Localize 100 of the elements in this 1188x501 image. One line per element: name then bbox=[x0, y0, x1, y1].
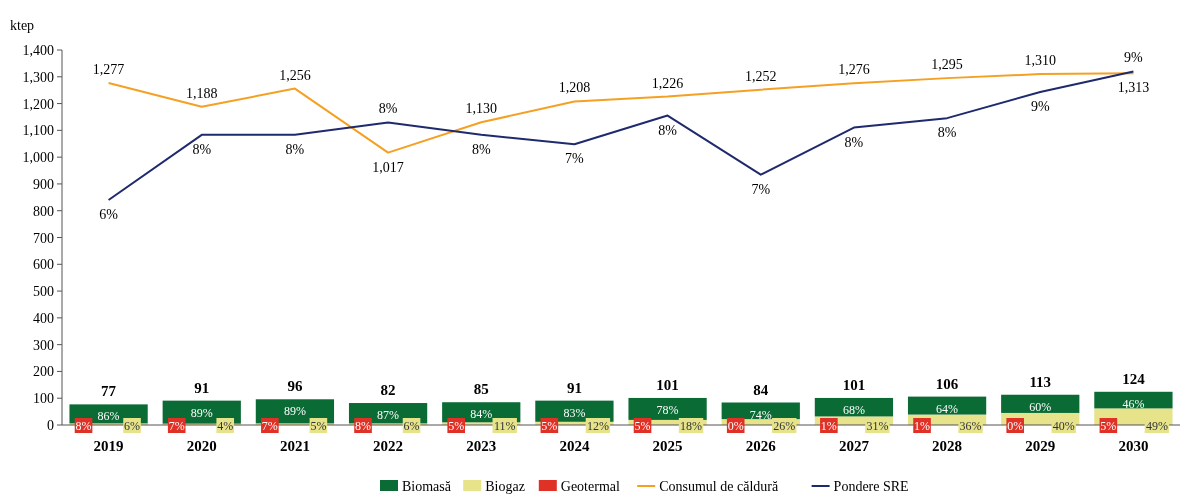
annotation: 8% bbox=[355, 419, 372, 433]
data-label: 1,188 bbox=[186, 85, 218, 101]
total-label: 85 bbox=[473, 381, 489, 398]
total-label: 84 bbox=[753, 381, 769, 398]
y-tick-label: 1,100 bbox=[22, 123, 54, 139]
data-label: 9% bbox=[1030, 99, 1050, 114]
y-tick-label: 200 bbox=[33, 364, 54, 380]
data-label: 1,310 bbox=[1024, 53, 1056, 69]
y-tick-label: 600 bbox=[33, 257, 54, 273]
data-label: 1,276 bbox=[838, 62, 870, 78]
legend-label: Biomasă bbox=[402, 479, 452, 494]
y-tick-label: 500 bbox=[33, 284, 54, 300]
data-label: 1,130 bbox=[465, 101, 497, 117]
y-tick-label: 1,300 bbox=[22, 69, 54, 85]
annotation: 5% bbox=[634, 419, 651, 433]
data-label: 8% bbox=[844, 134, 864, 150]
total-label: 106 bbox=[935, 375, 959, 392]
total-label: 91 bbox=[194, 379, 210, 396]
legend-label: Geotermal bbox=[560, 479, 620, 494]
data-label: 1,252 bbox=[745, 68, 777, 84]
annotation: 8% bbox=[75, 419, 92, 433]
total-label: 82 bbox=[380, 382, 396, 399]
annotation: 5% bbox=[448, 419, 465, 433]
y-tick-label: 700 bbox=[33, 230, 54, 246]
annotation: 7% bbox=[168, 419, 185, 433]
annotation: 40% bbox=[1052, 419, 1075, 433]
annotation: 6% bbox=[403, 419, 420, 433]
data-label: 1,017 bbox=[372, 159, 404, 175]
annotation: 5% bbox=[1100, 419, 1117, 433]
annotation: 26% bbox=[773, 419, 796, 433]
data-label: 1,295 bbox=[931, 57, 963, 73]
total-label: 101 bbox=[656, 376, 679, 393]
data-label: 1,208 bbox=[558, 80, 591, 96]
total-label: 124 bbox=[1122, 370, 1146, 387]
annotation: 1% bbox=[820, 419, 837, 433]
x-tick-label: 2026 bbox=[745, 438, 777, 454]
annotation: 18% bbox=[680, 419, 703, 433]
annotation: 68% bbox=[842, 402, 865, 417]
x-tick-label: 2020 bbox=[186, 438, 217, 454]
annotation: 78% bbox=[656, 402, 679, 417]
y-axis-title: ktep bbox=[10, 18, 35, 33]
y-tick-label: 1,000 bbox=[22, 150, 54, 166]
annotation: 46% bbox=[1122, 396, 1145, 411]
x-tick-label: 2030 bbox=[1118, 438, 1149, 454]
y-tick-label: 1,200 bbox=[22, 96, 54, 112]
total-label: 77 bbox=[101, 383, 117, 400]
x-tick-label: 2025 bbox=[652, 438, 683, 454]
legend-label: Pondere SRE bbox=[833, 479, 909, 494]
y-tick-label: 400 bbox=[33, 310, 54, 326]
annotation: 12% bbox=[586, 419, 609, 433]
annotation: 11% bbox=[493, 419, 516, 433]
annotation: 60% bbox=[1029, 399, 1052, 414]
annotation: 31% bbox=[866, 419, 889, 433]
data-label: 1,256 bbox=[279, 67, 311, 83]
x-tick-label: 2028 bbox=[932, 438, 963, 454]
x-tick-label: 2022 bbox=[373, 438, 404, 454]
annotation: 86% bbox=[97, 409, 120, 424]
annotation: 6% bbox=[124, 419, 141, 433]
x-tick-label: 2029 bbox=[1025, 438, 1056, 454]
legend-label: Consumul de căldură bbox=[659, 479, 779, 494]
data-label: 1,277 bbox=[92, 61, 125, 77]
data-label: 8% bbox=[471, 141, 491, 157]
data-label: 8% bbox=[658, 122, 678, 138]
annotation: 5% bbox=[541, 419, 558, 433]
annotation: 87% bbox=[377, 408, 400, 423]
data-label: 7% bbox=[565, 151, 585, 167]
annotation: 49% bbox=[1145, 419, 1168, 433]
annotation: 89% bbox=[190, 405, 213, 420]
data-label: 8% bbox=[378, 101, 398, 117]
y-tick-label: 900 bbox=[33, 176, 54, 192]
data-label: 8% bbox=[937, 125, 957, 141]
x-tick-label: 2024 bbox=[559, 438, 590, 454]
annotation: 1% bbox=[914, 419, 931, 433]
annotation: 36% bbox=[959, 419, 982, 433]
legend-label: Biogaz bbox=[485, 479, 525, 494]
data-label: 8% bbox=[285, 141, 305, 157]
total-label: 101 bbox=[842, 376, 866, 393]
total-label: 113 bbox=[1029, 373, 1052, 390]
data-label: 8% bbox=[192, 141, 212, 157]
y-tick-label: 300 bbox=[33, 337, 54, 353]
data-label: 7% bbox=[751, 181, 771, 197]
x-tick-label: 2019 bbox=[93, 438, 124, 454]
y-tick-label: 100 bbox=[33, 391, 54, 407]
annotation: 64% bbox=[936, 401, 959, 416]
data-label: 9% bbox=[1124, 50, 1144, 66]
total-label: 96 bbox=[287, 378, 303, 395]
x-tick-label: 2021 bbox=[279, 438, 310, 454]
data-label: 1,313 bbox=[1117, 80, 1150, 96]
y-tick-label: 1,400 bbox=[22, 43, 54, 58]
annotation: 4% bbox=[217, 419, 234, 433]
annotation: 84% bbox=[470, 407, 493, 422]
annotation: 0% bbox=[727, 419, 744, 433]
data-label: 1,226 bbox=[651, 75, 684, 91]
annotation: 7% bbox=[261, 419, 278, 433]
annotation: 5% bbox=[310, 419, 327, 433]
y-tick-label: 0 bbox=[47, 418, 54, 433]
annotation: 74% bbox=[749, 407, 772, 422]
data-label: 6% bbox=[99, 207, 119, 222]
total-label: 91 bbox=[566, 379, 582, 396]
annotation: 83% bbox=[563, 405, 586, 420]
